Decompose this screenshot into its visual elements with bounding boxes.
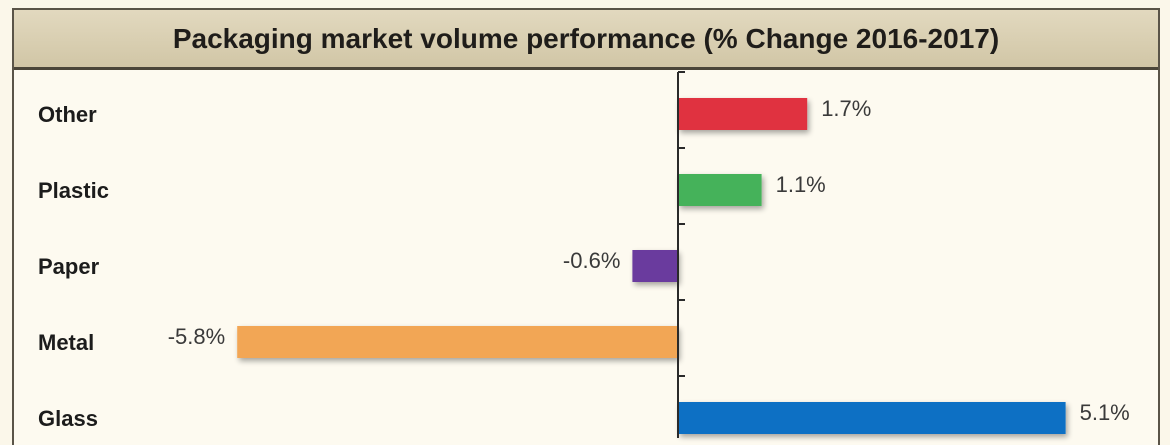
value-label-paper: -0.6% [563, 248, 620, 273]
value-label-glass: 5.1% [1080, 400, 1130, 425]
value-label-other: 1.7% [821, 96, 871, 121]
category-label-glass: Glass [38, 406, 98, 431]
bar-plastic [678, 174, 762, 206]
category-label-plastic: Plastic [38, 178, 109, 203]
zero-axis [677, 71, 685, 438]
bars-layer [237, 98, 1066, 434]
chart-frame: Packaging market volume performance (% C… [12, 8, 1160, 445]
bar-glass [678, 402, 1066, 434]
category-label-other: Other [38, 102, 97, 127]
chart-title-bar: Packaging market volume performance (% C… [14, 10, 1158, 70]
labels-layer: Other 1.7% Plastic 1.1% Paper -0.6% Metal -5.8%… [38, 96, 1130, 431]
value-label-plastic: 1.1% [776, 172, 826, 197]
category-label-paper: Paper [38, 254, 100, 279]
chart-title: Packaging market volume performance (% C… [172, 22, 1000, 54]
value-label-metal: -5.8% [168, 324, 225, 349]
category-label-metal: Metal [38, 330, 94, 355]
bar-other [678, 98, 808, 130]
bar-paper [632, 250, 678, 282]
bar-metal [237, 326, 678, 358]
